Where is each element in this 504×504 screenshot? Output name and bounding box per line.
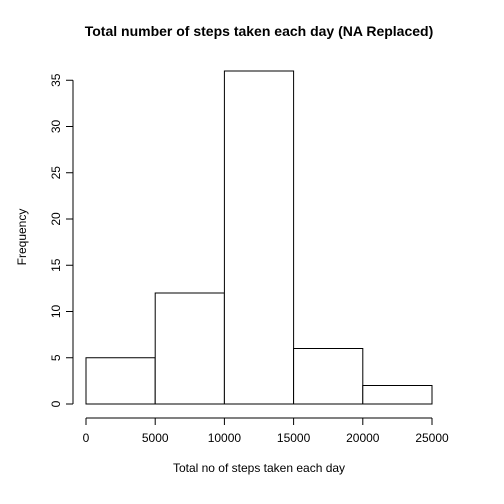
x-tick-label: 20000 [346,431,380,445]
chart-title: Total number of steps taken each day (NA… [85,23,434,39]
bars-group [85,70,433,405]
x-axis-label: Total no of steps taken each day [173,461,345,475]
x-tick-label: 5000 [142,431,169,445]
x-tick-label: 0 [83,431,90,445]
y-tick-label: 20 [49,212,63,226]
y-axis: 0 5 10 15 20 25 30 35 [49,73,74,407]
y-tick-label: 0 [49,400,63,407]
x-tick-label: 25000 [415,431,449,445]
y-tick-label: 15 [49,258,63,272]
y-tick-label: 35 [49,73,63,87]
x-tick-label: 15000 [277,431,311,445]
y-tick-label: 5 [49,354,63,361]
bar-3 [293,348,364,405]
y-tick-label: 25 [49,166,63,180]
y-axis-label: Frequency [15,209,29,266]
bar-0 [85,357,156,405]
bar-4 [362,385,433,405]
bar-2 [223,70,295,405]
bar-1 [154,292,225,405]
x-tick-label: 10000 [208,431,242,445]
x-axis: 0 5000 10000 15000 20000 25000 [83,417,449,445]
y-tick-label: 30 [49,120,63,134]
y-tick-label: 10 [49,305,63,319]
